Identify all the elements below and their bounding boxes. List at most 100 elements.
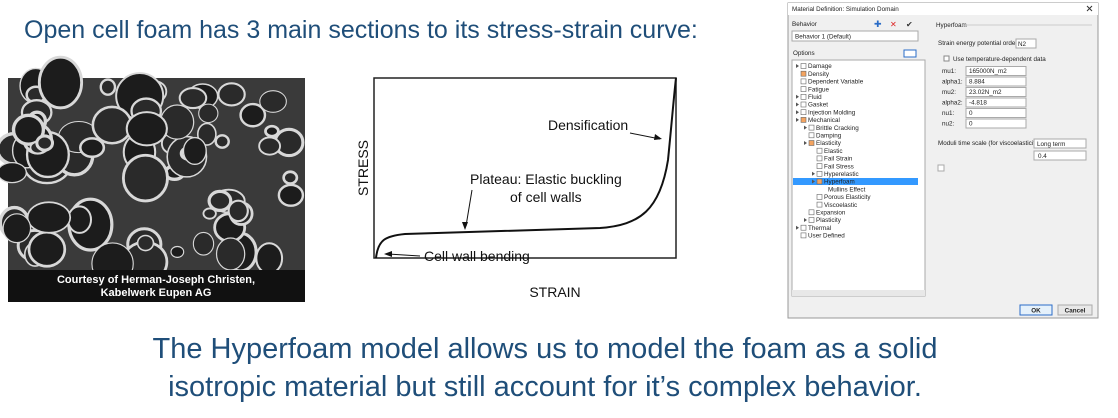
field-input[interactable] — [965, 66, 1027, 76]
foam-cell — [136, 234, 155, 252]
expander[interactable] — [804, 141, 807, 145]
field-label: nu2: — [942, 121, 955, 128]
annotation: Plateau: Elastic buckling — [470, 171, 622, 187]
arrowhead — [384, 251, 392, 257]
tree-item[interactable]: Fail Strain — [824, 156, 853, 163]
expander[interactable] — [804, 218, 807, 222]
expander[interactable] — [812, 171, 815, 176]
tree-item[interactable]: Thermal — [808, 225, 831, 232]
tree-item[interactable]: Mechanical — [808, 117, 840, 124]
add-icon[interactable]: ✚ — [874, 19, 882, 29]
foam-cell — [264, 124, 280, 138]
tree-checkbox[interactable] — [800, 109, 807, 115]
scrollbar — [792, 290, 925, 296]
tree-item[interactable]: Mullins Effect — [828, 186, 866, 193]
curve — [375, 77, 677, 259]
foam-cell — [192, 231, 215, 256]
tree-item[interactable]: Fluid — [808, 94, 822, 101]
tree-item[interactable]: Porous Elasticity — [824, 194, 871, 201]
tree-checkbox[interactable] — [808, 217, 815, 223]
tree-checkbox[interactable] — [800, 224, 807, 231]
tree-checkbox[interactable] — [816, 178, 823, 185]
tree-item[interactable]: Hyperfoam — [824, 179, 855, 186]
tree-checkbox[interactable] — [800, 117, 807, 123]
tree-checkbox[interactable] — [816, 194, 823, 200]
foam-cell — [91, 105, 133, 145]
tree-item[interactable]: Elasticity — [816, 140, 842, 147]
tree-item[interactable]: Density — [808, 71, 830, 78]
order-label: Strain energy potential order: — [938, 40, 1019, 47]
tree-checkbox[interactable] — [808, 124, 815, 131]
tree-item[interactable]: Gasket — [808, 102, 828, 109]
tree-item[interactable]: Viscoelastic — [824, 202, 857, 209]
tree-item[interactable]: Elastic — [824, 148, 843, 155]
field-value: -4.818 — [969, 100, 987, 107]
ok-icon[interactable]: ✔ — [906, 20, 913, 29]
tree-item[interactable]: Plasticity — [816, 217, 842, 224]
tree-checkbox[interactable] — [800, 70, 807, 77]
tree-checkbox[interactable] — [808, 209, 815, 216]
tree-item[interactable]: Fail Stress — [824, 163, 854, 170]
field-input[interactable] — [965, 108, 1027, 118]
tree-checkbox[interactable] — [808, 140, 815, 146]
tree-checkbox[interactable] — [800, 86, 807, 92]
foam-cell — [26, 201, 72, 234]
behavior-select[interactable] — [791, 30, 919, 42]
field-input[interactable] — [965, 76, 1027, 87]
arrowhead — [462, 222, 468, 230]
delete-icon[interactable]: ✕ — [890, 20, 897, 29]
field-label: mu2: — [942, 89, 956, 96]
expander[interactable] — [796, 102, 799, 107]
foam-cell — [259, 90, 287, 113]
tree-checkbox[interactable] — [800, 232, 807, 239]
moduli-label: Moduli time scale (for viscoelasticity): — [938, 140, 1042, 147]
expander[interactable] — [796, 94, 799, 99]
tree-checkbox[interactable] — [816, 147, 823, 154]
moduli-field[interactable] — [1033, 150, 1087, 161]
foam-cell — [277, 183, 305, 207]
tree-checkbox[interactable] — [816, 163, 823, 169]
tree-item[interactable]: Damage — [808, 63, 832, 70]
expander[interactable] — [796, 225, 799, 230]
foam-photo: Courtesy of Herman-Joseph Christen, Kabe… — [0, 55, 305, 302]
checkbox[interactable] — [943, 55, 950, 62]
expander[interactable] — [796, 110, 799, 115]
field-input[interactable] — [965, 97, 1027, 108]
expander[interactable] — [796, 117, 799, 122]
tree-checkbox[interactable] — [808, 132, 815, 139]
field-input[interactable] — [965, 118, 1027, 129]
tree-checkbox[interactable] — [800, 63, 807, 69]
tree-item[interactable]: Brittle Cracking — [816, 125, 859, 132]
arrow — [465, 189, 473, 227]
options-icon[interactable] — [903, 49, 917, 58]
tree-checkbox[interactable] — [800, 94, 807, 100]
ok-button[interactable] — [1019, 304, 1053, 316]
tree-checkbox[interactable] — [816, 171, 823, 177]
tree-item[interactable]: Hyperelastic — [824, 171, 859, 178]
tree-checkbox[interactable] — [800, 78, 807, 85]
expander[interactable] — [812, 179, 815, 184]
cancel-button[interactable] — [1057, 304, 1093, 316]
tree-item[interactable]: Fatigue — [808, 86, 830, 93]
expander[interactable] — [796, 64, 799, 68]
field-label: alpha2: — [942, 100, 963, 107]
tree-item[interactable]: User Defined — [808, 233, 845, 240]
foam-cell — [79, 137, 106, 159]
tree-item[interactable]: Damping — [816, 133, 842, 140]
tree-checkbox[interactable] — [800, 101, 807, 108]
tree-checkbox[interactable] — [816, 155, 823, 162]
tree-item[interactable]: Injection Molding — [808, 109, 856, 116]
moduli-select[interactable] — [1033, 138, 1087, 149]
arrow — [387, 253, 421, 257]
order-select[interactable] — [1015, 38, 1037, 49]
tree-item[interactable]: Dependent Variable — [808, 79, 864, 86]
field-input[interactable] — [965, 87, 1027, 97]
close-icon[interactable] — [1086, 5, 1093, 12]
tree-item[interactable]: Expansion — [816, 210, 846, 217]
tree-checkbox[interactable] — [816, 201, 823, 208]
expander[interactable] — [804, 125, 807, 130]
foam-cell — [198, 103, 219, 124]
checkbox[interactable] — [937, 164, 945, 172]
dialog: Material Definition: Simulation Domain B… — [787, 2, 1099, 319]
